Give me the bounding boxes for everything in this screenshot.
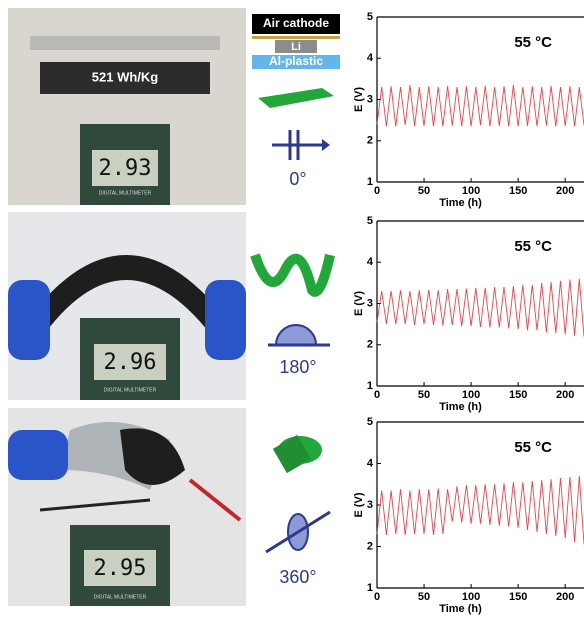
y-tick-label: 2 — [367, 135, 373, 147]
y-tick-label: 2 — [367, 339, 373, 351]
layer-label: Al-plastic — [269, 54, 323, 68]
angle-label: 360° — [279, 567, 316, 587]
y-tick-label: 1 — [367, 582, 373, 594]
x-axis-label: Time (h) — [439, 401, 482, 413]
y-tick-label: 2 — [367, 540, 373, 552]
rolled-icon — [272, 434, 312, 474]
reading: 2.95 — [94, 556, 147, 581]
angle-icon — [265, 510, 331, 554]
annotation: 55 °C — [514, 34, 552, 51]
x-tick-label: 0 — [374, 591, 380, 603]
angle-label: 180° — [279, 357, 316, 377]
y-tick-label: 4 — [367, 52, 374, 64]
x-tick-label: 50 — [418, 389, 430, 401]
y-axis-label: E (V) — [353, 291, 365, 316]
screen — [84, 550, 156, 586]
y-tick-label: 4 — [367, 256, 374, 268]
ruler — [30, 36, 220, 50]
y-tick-label: 1 — [367, 380, 373, 392]
data-line — [376, 85, 584, 127]
layer-al — [252, 55, 340, 69]
layer-label: Air cathode — [263, 16, 329, 30]
angle-label: 0° — [289, 169, 306, 189]
y-tick-label: 3 — [367, 499, 373, 511]
layer-label: Li — [291, 41, 301, 53]
meter-label: DIGITAL MULTIMETER — [94, 594, 147, 600]
reading: 2.96 — [104, 350, 157, 375]
layer-cathode — [252, 14, 340, 34]
screen — [92, 150, 158, 186]
y-tick-label: 1 — [367, 176, 373, 188]
probe — [188, 478, 242, 522]
x-tick-label: 100 — [462, 389, 480, 401]
x-tick-label: 200 — [556, 185, 574, 197]
x-tick-label: 100 — [462, 185, 480, 197]
x-axis-label: Time (h) — [439, 603, 482, 615]
x-tick-label: 150 — [509, 185, 527, 197]
annotation: 55 °C — [514, 238, 552, 255]
x-tick-label: 0 — [374, 389, 380, 401]
x-tick-label: 100 — [462, 591, 480, 603]
y-axis-label: E (V) — [353, 492, 365, 517]
y-tick-label: 5 — [367, 11, 373, 23]
layer-li — [275, 40, 317, 53]
angle-icon — [322, 139, 330, 151]
screen — [94, 344, 166, 380]
battery — [40, 62, 210, 94]
battery — [20, 255, 235, 340]
y-tick-label: 4 — [367, 457, 374, 469]
reading: 2.93 — [99, 156, 152, 181]
x-tick-label: 0 — [374, 185, 380, 197]
y-tick-label: 3 — [367, 297, 373, 309]
y-tick-label: 5 — [367, 215, 373, 227]
y-tick-label: 3 — [367, 93, 373, 105]
photo-label: 521 Wh/Kg — [92, 69, 159, 84]
meter-label: DIGITAL MULTIMETER — [104, 387, 157, 393]
x-tick-label: 50 — [418, 185, 430, 197]
angle-icon — [274, 324, 318, 346]
flat-icon — [258, 88, 334, 108]
y-tick-label: 5 — [367, 416, 373, 428]
x-tick-label: 150 — [509, 389, 527, 401]
annotation: 55 °C — [514, 439, 552, 456]
x-tick-label: 150 — [509, 591, 527, 603]
layer-sep — [252, 36, 340, 39]
glove — [205, 280, 246, 360]
x-tick-label: 200 — [556, 389, 574, 401]
glove — [8, 430, 68, 480]
x-axis-label: Time (h) — [439, 197, 482, 209]
bent-icon — [250, 253, 335, 297]
x-tick-label: 50 — [418, 591, 430, 603]
glove — [8, 280, 50, 360]
probe — [39, 498, 151, 512]
data-line — [376, 475, 584, 545]
x-tick-label: 200 — [556, 591, 574, 603]
battery — [120, 428, 185, 485]
meter-label: DIGITAL MULTIMETER — [99, 190, 152, 196]
y-axis-label: E (V) — [353, 87, 365, 112]
data-line — [376, 278, 584, 337]
